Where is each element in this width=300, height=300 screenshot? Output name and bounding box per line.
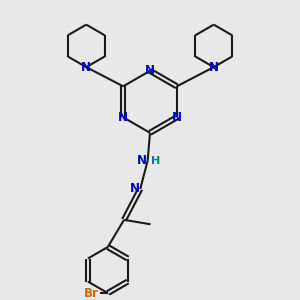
Text: N: N xyxy=(145,64,155,77)
Text: N: N xyxy=(209,61,219,74)
Text: N: N xyxy=(172,111,182,124)
Text: N: N xyxy=(118,111,128,124)
Text: N: N xyxy=(137,154,147,167)
Text: N: N xyxy=(130,182,140,195)
Text: Br: Br xyxy=(84,286,99,300)
Text: H: H xyxy=(151,156,160,167)
Text: N: N xyxy=(81,61,91,74)
